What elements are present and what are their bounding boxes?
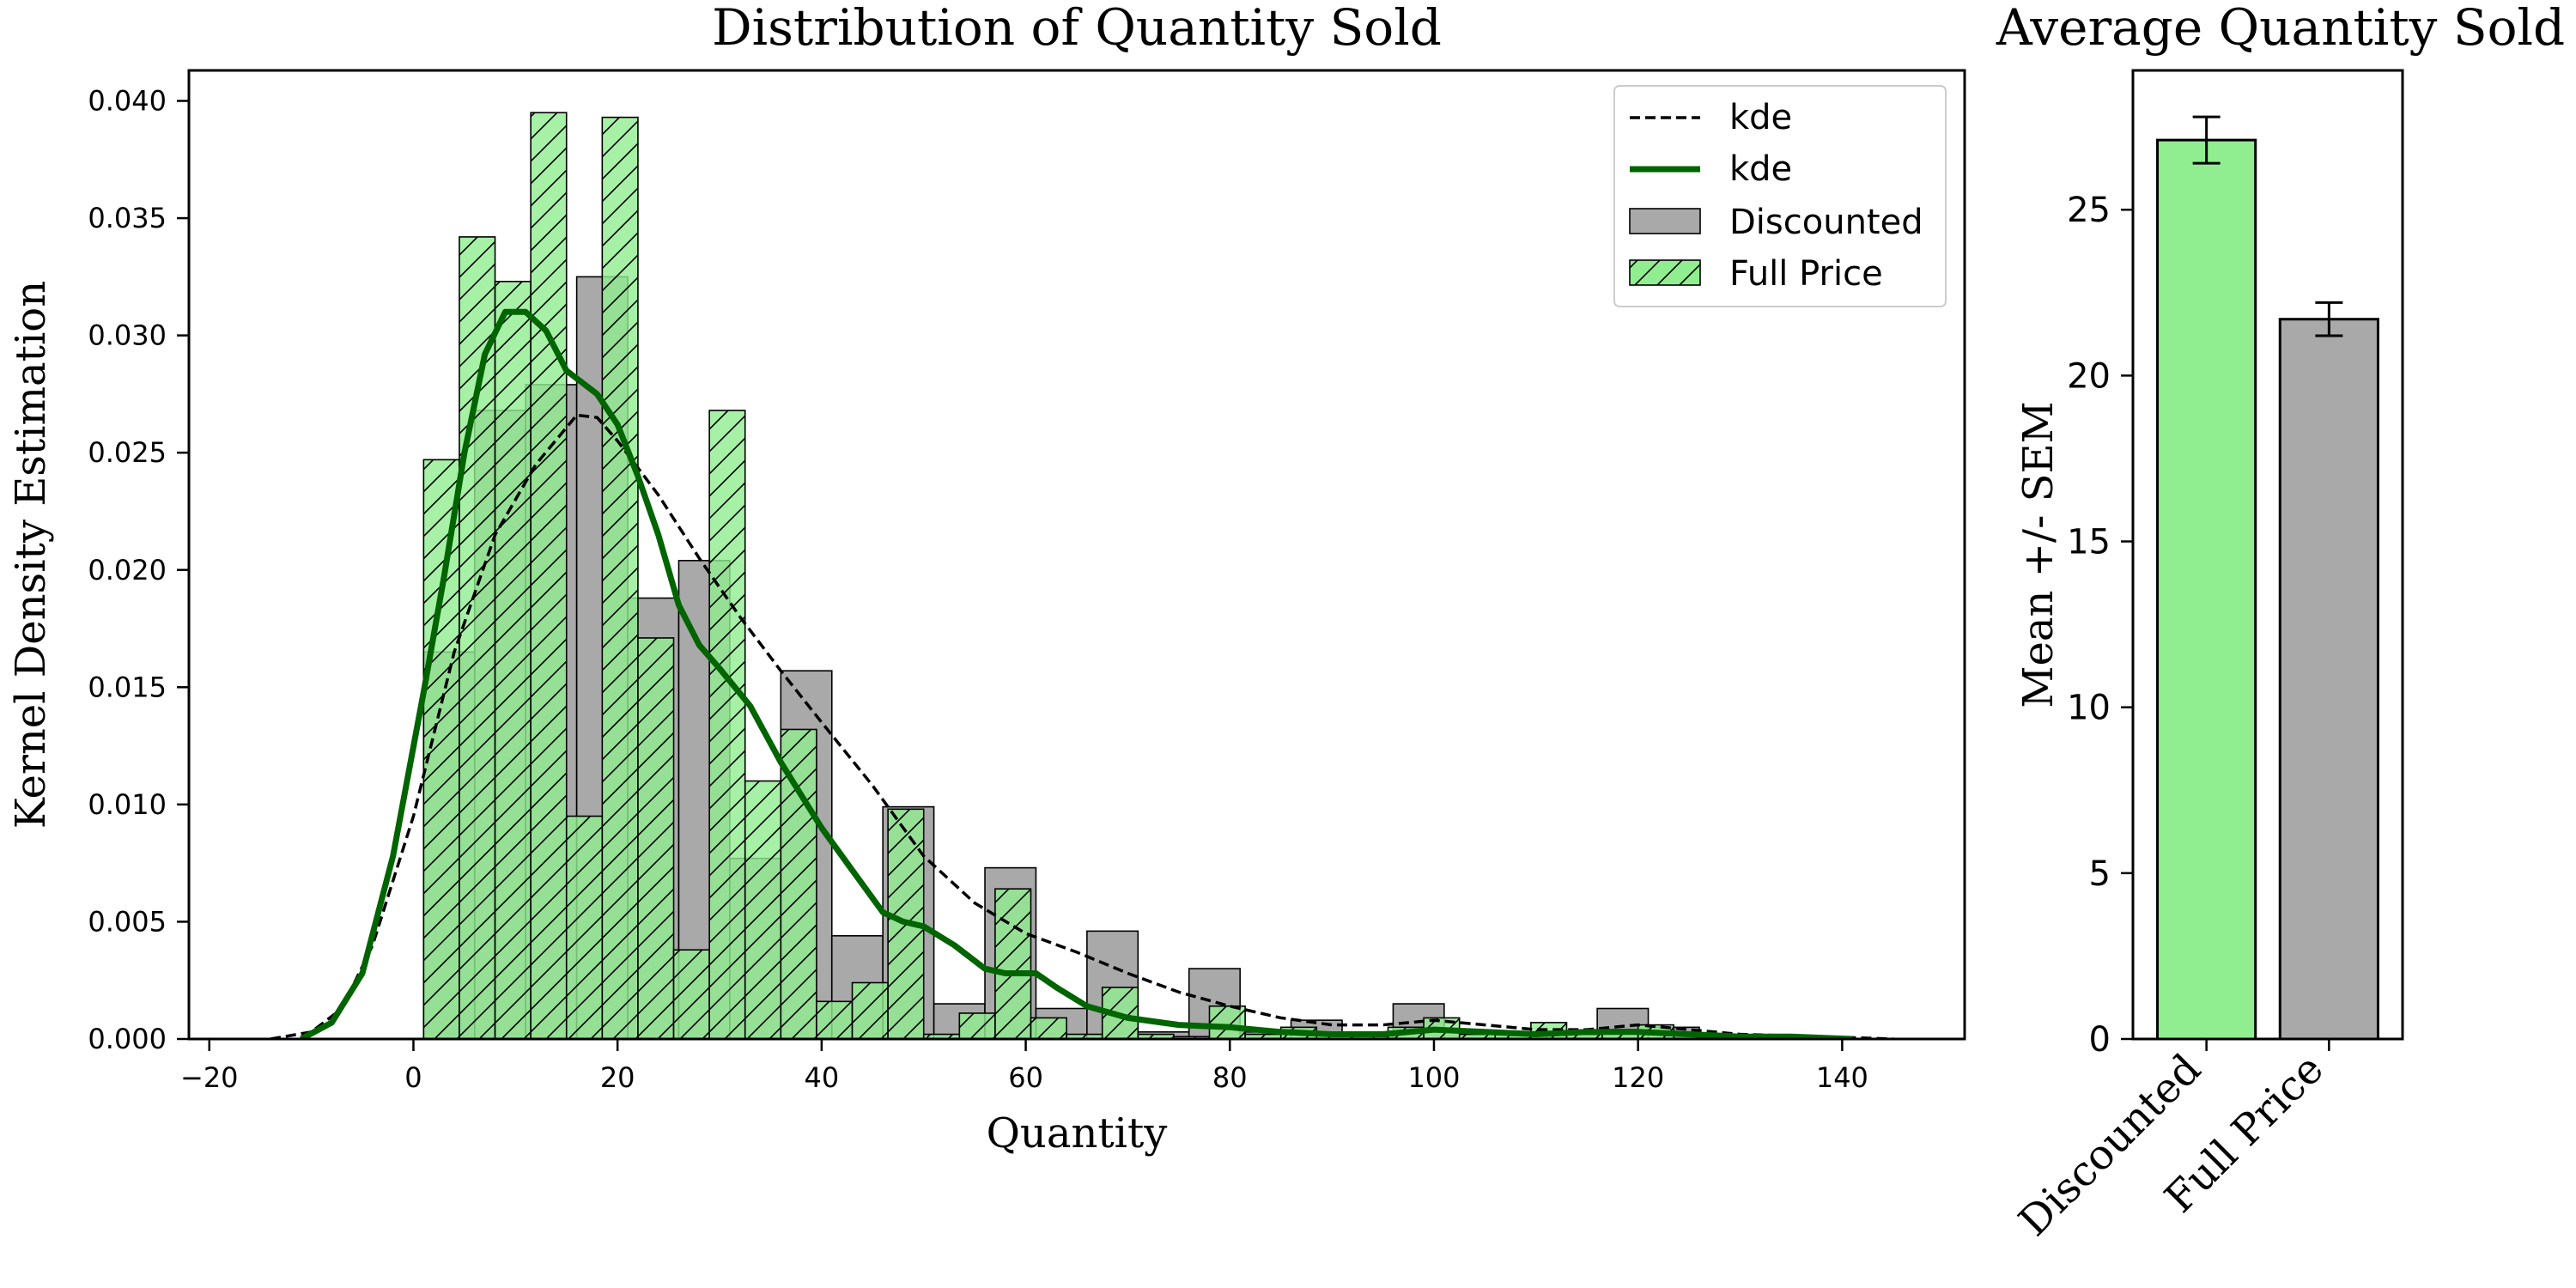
average-bar-discounted (2156, 138, 2257, 1041)
full-price-bar-hatch (1208, 1005, 1246, 1039)
average-axes-frame (2131, 69, 2404, 1041)
legend-discounted-swatch (1629, 208, 1701, 234)
full-price-bar-hatch (994, 888, 1032, 1039)
y-tick-label: 0.025 (88, 436, 167, 469)
y-tick-label: 0 (2089, 1020, 2111, 1060)
kde-line-solid (300, 308, 1853, 1039)
full-price-bar-3 (530, 112, 568, 1039)
full-price-bar-8 (708, 410, 746, 1039)
full-price-histogram (422, 112, 1675, 1039)
y-tick-label: 0.005 (88, 905, 167, 938)
average-y-ticks: 0 5 10 15 20 25 (2067, 191, 2133, 1060)
full-price-bar-hatch (637, 637, 675, 1039)
full-price-bar-11 (816, 1000, 854, 1039)
x-tick-label: 140 (1816, 1061, 1868, 1094)
full-price-bar-hatch (422, 459, 460, 1039)
x-tick-label: 20 (600, 1061, 635, 1094)
full-price-bar-hatch (708, 410, 746, 1039)
y-tick-label: 0.040 (88, 85, 167, 118)
average-bar-full-price (2278, 318, 2379, 1041)
histogram-axes-frame (187, 69, 1966, 1041)
kde-curves (270, 308, 1893, 1039)
full-price-bar-16 (994, 888, 1032, 1039)
full-price-bar-hatch (565, 815, 604, 1039)
histogram-x-label: Quantity (987, 1109, 1168, 1157)
full-price-bar-hatch (958, 1012, 996, 1039)
legend-full-price-label: Full Price (1729, 254, 1883, 294)
y-tick-label: 0.015 (88, 671, 167, 703)
error-bar-0 (2192, 115, 2221, 165)
x-tick-label: 40 (805, 1061, 840, 1094)
full-price-bar-hatch (601, 116, 639, 1039)
average-bars (2156, 138, 2379, 1041)
full-price-bar-hatch (1030, 1017, 1067, 1039)
full-price-bar-5 (601, 116, 639, 1039)
full-price-bar-2 (494, 281, 532, 1039)
legend-kde-dashed-label: kde (1729, 98, 1792, 137)
full-price-bar-7 (672, 949, 710, 1039)
histogram-legend: kde kde Discounted Full Price (1613, 85, 1947, 307)
full-price-bar-hatch (744, 780, 782, 1039)
histogram-title: Distribution of Quantity Sold (712, 0, 1442, 57)
y-tick-label: 0.010 (88, 788, 167, 821)
x-tick-label: 80 (1212, 1061, 1248, 1094)
y-tick-label: 0.020 (88, 554, 167, 586)
x-tick-label: 100 (1407, 1061, 1460, 1094)
error-bar-1 (2315, 301, 2343, 337)
legend-full-price-hatch (1630, 260, 1700, 285)
y-tick-label: 5 (2089, 854, 2111, 894)
full-price-bar-hatch (530, 112, 568, 1039)
x-tick-label: 60 (1008, 1061, 1043, 1094)
y-tick-label: 20 (2067, 356, 2111, 396)
y-tick-label: 0.035 (88, 202, 167, 234)
histogram-x-ticks: −20 0 20 40 60 80 100 120 140 (180, 1039, 1868, 1094)
full-price-bar-12 (851, 981, 889, 1039)
y-tick-label: 0.030 (88, 319, 167, 352)
full-price-bar-hatch (672, 949, 710, 1039)
full-price-bar-hatch (459, 236, 496, 1039)
full-price-bar-6 (637, 637, 675, 1039)
full-price-bar-hatch (851, 981, 889, 1039)
average-error-bars (2192, 115, 2343, 337)
full-price-bar-4 (565, 815, 604, 1039)
full-price-bar-hatch (780, 728, 817, 1039)
y-tick-label: 10 (2067, 689, 2111, 728)
full-price-bar-1 (459, 236, 496, 1039)
legend-frame (1613, 85, 1947, 307)
full-price-bar-0 (422, 459, 460, 1039)
legend-kde-solid-label: kde (1729, 149, 1792, 189)
average-y-label: Mean +/- SEM (2014, 401, 2063, 708)
x-tick-label: Discounted (2009, 1045, 2210, 1246)
x-tick-label: 120 (1612, 1061, 1664, 1094)
y-tick-label: 25 (2067, 191, 2111, 230)
y-tick-label: 0.000 (88, 1023, 167, 1055)
full-price-bar-15 (958, 1012, 996, 1039)
histogram-y-ticks: 0.000 0.005 0.010 0.015 0.020 0.025 0.030 0.035… (88, 85, 189, 1055)
kde-line-dashed (270, 413, 1893, 1039)
full-price-bar-17 (1030, 1017, 1067, 1039)
histogram-panel: Distribution of Quantity Sold −20 0 20 40 60… (7, 0, 1966, 1157)
histogram-y-label: Kernel Density Estimation (7, 281, 55, 829)
full-price-bar-hatch (816, 1000, 854, 1039)
full-price-bar-10 (780, 728, 817, 1039)
average-title: Average Quantity Sold (1996, 0, 2565, 57)
full-price-bar-9 (744, 780, 782, 1039)
x-tick-label: −20 (180, 1061, 239, 1094)
full-price-bar-13 (887, 808, 925, 1039)
legend-discounted-label: Discounted (1729, 203, 1923, 242)
y-tick-label: 15 (2067, 523, 2111, 562)
full-price-bar-22 (1208, 1005, 1246, 1039)
average-panel: Average Quantity Sold 0 5 10 15 20 25 Discoun… (1996, 0, 2565, 1246)
x-tick-label: 0 (404, 1061, 422, 1094)
full-price-bar-hatch (494, 281, 532, 1039)
